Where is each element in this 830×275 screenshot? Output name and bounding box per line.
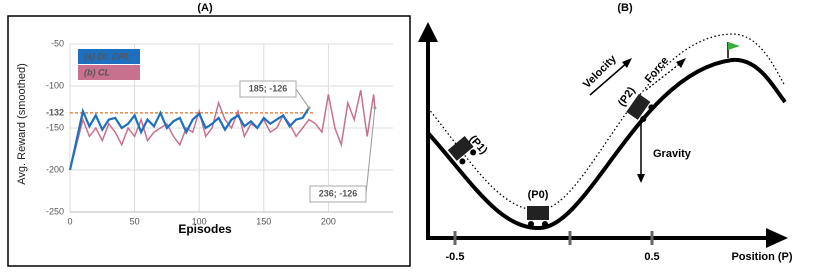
legend-label: (b) CL: [84, 67, 110, 77]
panel-a-frame: [7, 15, 411, 267]
velocity-label: Velocity: [581, 52, 620, 91]
car-label: (P0): [528, 189, 549, 201]
hill-curve: [426, 57, 787, 231]
x-axis-label: Episodes: [178, 222, 232, 236]
velocity-arrow: [589, 61, 629, 96]
gravity-label: Gravity: [653, 148, 692, 160]
axes: [418, 22, 788, 248]
force-label: Force: [643, 55, 671, 86]
axis-label: Position (P): [731, 251, 792, 263]
flag: [727, 42, 740, 58]
legend-swatch: [78, 49, 140, 64]
panel-b-title: (B): [617, 2, 633, 14]
arrow-head: [418, 22, 438, 42]
annotation-leader: [295, 88, 310, 109]
car-p0: [527, 206, 549, 227]
car-p2: [626, 93, 655, 122]
arrow-head: [676, 58, 686, 68]
x-tick-label: 50: [130, 216, 140, 226]
annotation-point: [307, 106, 311, 110]
arrow-head: [766, 228, 788, 248]
arrow-head: [622, 58, 632, 68]
x-tick-label: -0.5: [446, 251, 465, 263]
car-p1: [447, 136, 477, 165]
y-tick-label: -50: [51, 38, 64, 48]
legend-label: (a) Dr. DRL: [84, 51, 131, 61]
y-tick-label: -150: [46, 122, 64, 132]
y-axis-label: Avg. Reward (smoothed): [16, 63, 28, 184]
annotation-text: 185; -126: [249, 83, 288, 93]
x-tick-label: 100: [192, 216, 207, 226]
annotation-text: 236; -126: [319, 188, 358, 198]
x-tick-label: 0: [67, 216, 72, 226]
series-line: [68, 107, 310, 171]
annotation-box: [309, 185, 367, 203]
x-tick-label: 0.5: [644, 251, 659, 263]
axis-ticks: [453, 231, 654, 245]
x-tick-label: 150: [256, 216, 271, 226]
annotation-box: [239, 80, 297, 98]
legend-swatch: [78, 65, 140, 80]
x-tick-label: 200: [321, 216, 336, 226]
series-line: [69, 90, 376, 171]
arrow-head: [637, 174, 645, 183]
trajectory: [427, 33, 786, 211]
plot: 0 50 100 150 200 -50 -100 -150 -200 -250 -132 (a) D…: [46, 38, 393, 226]
annotation-leader: [365, 107, 376, 195]
y-tick-label: -250: [46, 206, 64, 216]
reference-label: -132: [46, 107, 64, 117]
panel-a-title: (A): [197, 2, 213, 14]
panel-b-frame: [417, 15, 827, 267]
y-tick-label: -200: [46, 164, 64, 174]
y-tick-label: -100: [46, 80, 64, 90]
annotation-point: [373, 106, 377, 110]
car-label: (P1): [467, 133, 490, 157]
